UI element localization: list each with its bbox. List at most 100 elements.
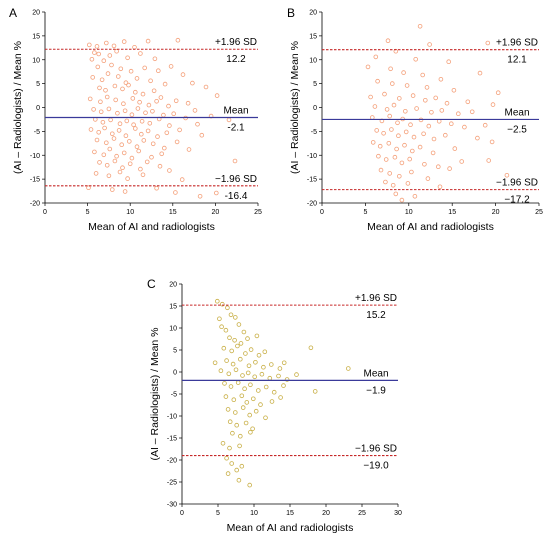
data-point xyxy=(227,445,232,451)
lower-limit-value: -16.4 xyxy=(225,191,248,202)
data-point xyxy=(227,419,233,425)
lower-limit-label: −1.96 SD xyxy=(496,178,538,189)
data-point xyxy=(126,82,131,88)
data-point xyxy=(111,43,117,49)
y-tick-label: 0 xyxy=(36,105,40,112)
data-point xyxy=(485,40,491,46)
data-point xyxy=(413,56,419,62)
data-point xyxy=(447,166,452,171)
data-point xyxy=(396,133,401,139)
data-point xyxy=(102,125,107,131)
x-tick-label: 15 xyxy=(286,510,294,517)
data-point xyxy=(147,121,153,126)
data-point xyxy=(158,95,164,100)
data-point xyxy=(405,181,411,186)
y-tick-label: -10 xyxy=(167,414,177,421)
y-tick-label: -5 xyxy=(311,129,317,136)
x-tick-label: 20 xyxy=(322,510,330,517)
y-tick-label: -25 xyxy=(167,480,177,487)
data-point xyxy=(281,360,287,366)
y-axis-label: (AI – Radiologists) / Mean % xyxy=(289,41,301,174)
data-point xyxy=(91,107,96,112)
data-point xyxy=(116,128,122,133)
data-point xyxy=(137,99,142,105)
mean-label: Mean xyxy=(363,368,388,379)
data-point xyxy=(136,148,142,154)
data-point xyxy=(254,333,260,339)
data-point xyxy=(429,110,434,115)
data-point xyxy=(226,117,232,123)
data-point xyxy=(268,362,274,367)
data-point xyxy=(113,97,118,103)
data-point xyxy=(103,88,108,93)
data-point xyxy=(245,336,250,341)
data-point xyxy=(133,126,138,131)
data-point xyxy=(399,160,405,166)
data-point xyxy=(396,174,402,179)
data-point xyxy=(152,56,158,62)
data-point xyxy=(475,135,480,141)
data-point xyxy=(161,112,166,118)
data-point xyxy=(230,361,236,367)
y-tick-label: 10 xyxy=(169,326,177,333)
data-point xyxy=(157,163,163,169)
data-point xyxy=(234,467,240,473)
data-point xyxy=(248,347,254,352)
lower-limit-label: −1.96 SD xyxy=(355,444,397,455)
data-point xyxy=(377,143,383,149)
data-point xyxy=(235,380,241,385)
data-point xyxy=(407,156,413,162)
data-point xyxy=(140,172,146,178)
data-point xyxy=(224,455,229,461)
data-point xyxy=(87,96,93,102)
data-point xyxy=(141,138,147,143)
data-point xyxy=(220,440,226,446)
data-point xyxy=(90,75,95,80)
upper-limit-label: +1.96 SD xyxy=(355,293,397,304)
y-tick-label: 15 xyxy=(169,304,177,311)
data-point xyxy=(477,70,483,76)
data-point xyxy=(150,109,155,114)
y-tick-label: -20 xyxy=(307,201,317,208)
data-point xyxy=(154,185,159,191)
data-point xyxy=(225,305,230,311)
data-point xyxy=(107,53,113,58)
data-point xyxy=(452,146,458,151)
data-point xyxy=(125,55,130,61)
y-tick-label: 5 xyxy=(36,81,40,88)
data-point xyxy=(125,176,130,181)
y-tick-label: -5 xyxy=(171,392,177,399)
x-tick-label: 25 xyxy=(254,209,262,216)
upper-limit-value: 12.2 xyxy=(226,54,246,65)
data-point xyxy=(129,112,135,117)
data-point xyxy=(93,171,99,176)
data-point xyxy=(394,146,399,152)
data-point xyxy=(186,147,192,152)
data-point xyxy=(111,136,117,141)
data-point xyxy=(250,426,255,432)
data-point xyxy=(435,164,441,170)
data-point xyxy=(281,383,286,388)
data-point xyxy=(92,149,97,155)
data-point xyxy=(179,177,185,182)
data-point xyxy=(173,190,178,195)
data-point xyxy=(138,166,143,172)
data-point xyxy=(375,78,380,84)
data-point xyxy=(284,377,290,382)
data-point xyxy=(145,128,151,134)
data-point xyxy=(269,399,275,404)
x-tick-label: 10 xyxy=(126,209,134,216)
data-point xyxy=(465,99,471,105)
y-tick-label: -20 xyxy=(30,201,40,208)
data-point xyxy=(437,184,443,190)
data-point xyxy=(112,158,118,164)
data-point xyxy=(159,151,165,157)
data-point xyxy=(438,77,444,82)
upper-limit-value: 15.2 xyxy=(366,310,386,321)
data-point xyxy=(236,477,242,483)
data-point xyxy=(392,154,398,160)
data-point xyxy=(252,374,258,380)
data-point xyxy=(263,384,269,390)
data-point xyxy=(384,107,390,112)
data-point xyxy=(383,157,389,162)
